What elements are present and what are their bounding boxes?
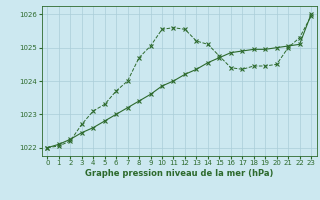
X-axis label: Graphe pression niveau de la mer (hPa): Graphe pression niveau de la mer (hPa) bbox=[85, 169, 273, 178]
